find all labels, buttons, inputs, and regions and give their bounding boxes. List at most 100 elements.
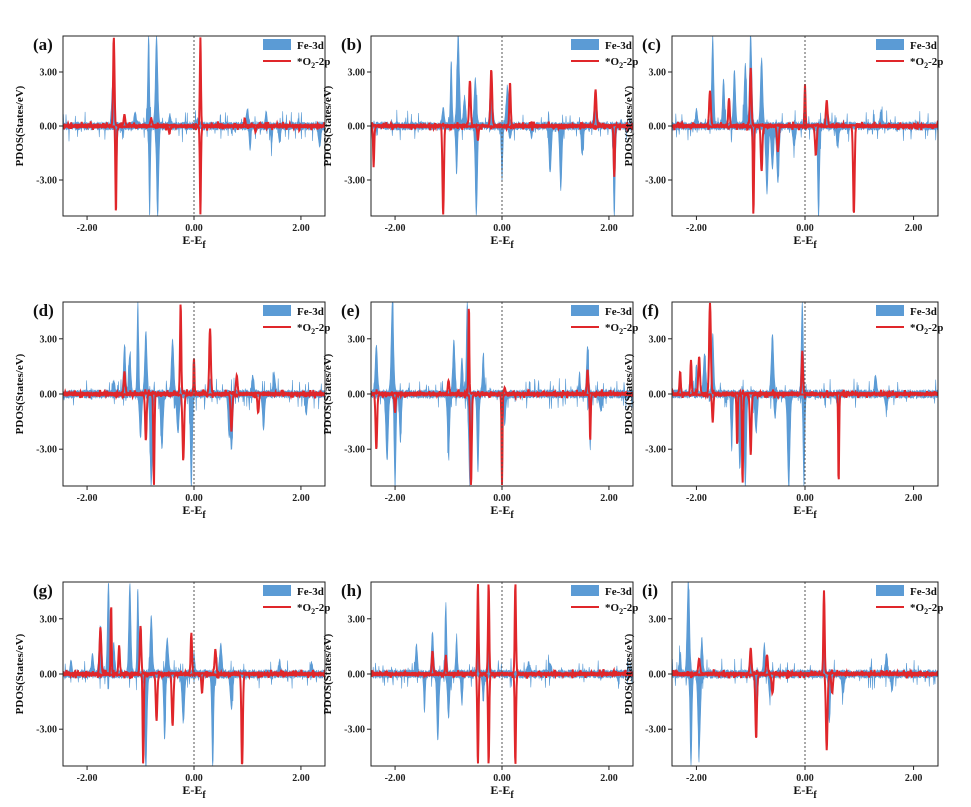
panel-d: -2.00 0.00 2.00 3.00 0.00 -3.00 E-Ef PDOS(State…: [14, 301, 330, 521]
x-axis-label: E-Ef: [490, 783, 514, 801]
x-tick-label: 0.00: [493, 493, 511, 504]
y-tick-label: -3.00: [344, 725, 365, 736]
x-tick-label: 2.00: [905, 223, 923, 234]
legend-fe-swatch: [263, 305, 291, 316]
x-axis-label: E-Ef: [182, 503, 206, 521]
y-axis-label: PDOS(States/eV): [322, 633, 334, 714]
y-axis-label: PDOS(States/eV): [322, 85, 334, 166]
legend-fe-label: Fe-3d: [297, 306, 324, 318]
x-tick-label: 0.00: [796, 773, 814, 784]
fe-3d-area-spin-down: [63, 393, 325, 486]
y-tick-label: 0.00: [40, 122, 58, 133]
legend-o2-label: *O2-2p: [605, 56, 638, 70]
y-axis-label: PDOS(States/eV): [14, 85, 26, 166]
x-tick-label: -2.00: [385, 773, 406, 784]
panel-b: -2.00 0.00 2.00 3.00 0.00 -3.00 E-Ef PDOS(State…: [322, 35, 638, 251]
x-tick-label: -2.00: [686, 493, 707, 504]
y-axis-label: PDOS(States/eV): [623, 633, 635, 714]
o2-2p-line-spin-up: [371, 308, 633, 397]
y-tick-label: -3.00: [645, 725, 666, 736]
legend-fe-label: Fe-3d: [297, 586, 324, 598]
y-tick-label: -3.00: [645, 176, 666, 187]
y-tick-label: 3.00: [40, 334, 58, 345]
legend-fe-swatch: [263, 39, 291, 50]
fe-3d-area-spin-down: [63, 673, 325, 766]
plot-area: [63, 36, 325, 216]
x-tick-label: 2.00: [600, 773, 618, 784]
x-tick-label: 0.00: [796, 223, 814, 234]
legend-fe-label: Fe-3d: [605, 40, 632, 52]
panel-h: -2.00 0.00 2.00 3.00 0.00 -3.00 E-Ef PDOS(State…: [322, 581, 638, 801]
y-tick-label: -3.00: [344, 445, 365, 456]
o2-2p-line-spin-down: [672, 122, 938, 214]
legend-fe-swatch: [263, 585, 291, 596]
y-tick-label: 3.00: [649, 334, 667, 345]
x-tick-label: -2.00: [77, 493, 98, 504]
panel-label: (e): [341, 301, 360, 320]
legend-fe-label: Fe-3d: [910, 586, 937, 598]
legend-fe-label: Fe-3d: [910, 40, 937, 52]
legend-fe-swatch: [876, 305, 904, 316]
y-tick-label: -3.00: [344, 176, 365, 187]
x-tick-label: -2.00: [77, 223, 98, 234]
x-tick-label: 0.00: [493, 773, 511, 784]
y-axis-label: PDOS(States/eV): [14, 353, 26, 434]
legend-fe-label: Fe-3d: [297, 40, 324, 52]
x-tick-label: 2.00: [292, 223, 310, 234]
x-tick-label: 0.00: [185, 223, 203, 234]
fe-3d-area-spin-down: [672, 125, 938, 216]
panel-label: (b): [341, 35, 362, 54]
y-tick-label: -3.00: [36, 725, 57, 736]
y-axis-label: PDOS(States/eV): [623, 85, 635, 166]
x-axis-label: E-Ef: [490, 503, 514, 521]
x-tick-label: 0.00: [796, 493, 814, 504]
x-tick-label: -2.00: [686, 223, 707, 234]
y-tick-label: 0.00: [348, 670, 366, 681]
x-tick-label: 0.00: [493, 223, 511, 234]
x-axis-label: E-Ef: [182, 783, 206, 801]
legend: Fe-3d *O2-2p: [571, 305, 638, 336]
x-tick-label: 2.00: [292, 493, 310, 504]
x-axis-label: E-Ef: [793, 783, 817, 801]
legend-fe-label: Fe-3d: [605, 306, 632, 318]
y-axis-label: PDOS(States/eV): [623, 353, 635, 434]
o2-2p-line-spin-down: [371, 390, 633, 486]
x-tick-label: 2.00: [600, 493, 618, 504]
legend-fe-swatch: [876, 39, 904, 50]
legend: Fe-3d *O2-2p: [263, 39, 330, 70]
legend-o2-label: *O2-2p: [910, 602, 943, 616]
legend: Fe-3d *O2-2p: [263, 305, 330, 336]
legend: Fe-3d *O2-2p: [571, 585, 638, 616]
legend-fe-label: Fe-3d: [910, 306, 937, 318]
x-tick-label: 2.00: [600, 223, 618, 234]
panel-e: -2.00 0.00 2.00 3.00 0.00 -3.00 E-Ef PDOS(State…: [322, 301, 638, 521]
o2-2p-line-spin-down: [63, 123, 325, 215]
y-tick-label: 3.00: [348, 68, 366, 79]
legend-o2-label: *O2-2p: [605, 602, 638, 616]
legend: Fe-3d *O2-2p: [876, 305, 943, 336]
panel-label: (h): [341, 581, 362, 600]
y-tick-label: 3.00: [40, 68, 58, 79]
legend-fe-swatch: [571, 305, 599, 316]
panel-f: -2.00 0.00 2.00 3.00 0.00 -3.00 E-Ef PDOS(State…: [623, 301, 943, 521]
legend-o2-label: *O2-2p: [297, 602, 330, 616]
fe-3d-area-spin-down: [371, 125, 633, 216]
legend-o2-label: *O2-2p: [605, 322, 638, 336]
x-tick-label: -2.00: [77, 773, 98, 784]
x-tick-label: 0.00: [185, 773, 203, 784]
x-tick-label: 0.00: [185, 493, 203, 504]
legend-fe-swatch: [876, 585, 904, 596]
y-tick-label: 0.00: [348, 122, 366, 133]
legend-fe-swatch: [571, 39, 599, 50]
y-tick-label: 3.00: [348, 334, 366, 345]
y-tick-label: -3.00: [36, 445, 57, 456]
legend: Fe-3d *O2-2p: [571, 39, 638, 70]
legend-o2-label: *O2-2p: [297, 56, 330, 70]
y-tick-label: 3.00: [649, 614, 667, 625]
panel-label: (i): [642, 581, 658, 600]
y-tick-label: 3.00: [649, 68, 667, 79]
x-axis-label: E-Ef: [490, 233, 514, 251]
panel-label: (d): [33, 301, 54, 320]
y-tick-label: 0.00: [348, 390, 366, 401]
